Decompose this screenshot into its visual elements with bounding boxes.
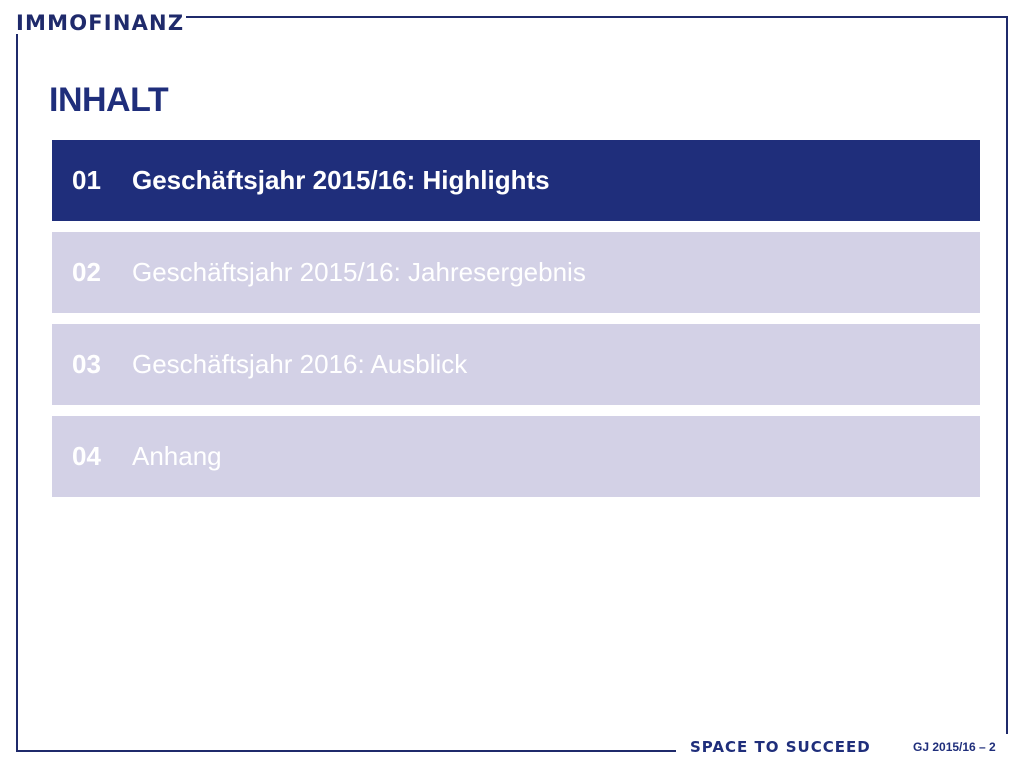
toc-item-ausblick[interactable]: 03 Geschäftsjahr 2016: Ausblick	[52, 324, 980, 405]
toc-item-highlights[interactable]: 01 Geschäftsjahr 2015/16: Highlights	[52, 140, 980, 221]
toc-item-number: 02	[72, 257, 101, 287]
frame-top-line	[186, 16, 1008, 18]
toc-item-label: Geschäftsjahr 2016: Ausblick	[132, 349, 468, 379]
footer-page-number: GJ 2015/16 – 2	[913, 740, 996, 754]
toc-item-number: 04	[72, 441, 101, 471]
toc-item-anhang[interactable]: 04 Anhang	[52, 416, 980, 497]
frame-left-line	[16, 34, 18, 752]
frame-right-line	[1006, 16, 1008, 734]
toc-item-jahresergebnis[interactable]: 02 Geschäftsjahr 2015/16: Jahresergebnis	[52, 232, 980, 313]
toc-item-number: 03	[72, 349, 101, 379]
toc-item-label: Geschäftsjahr 2015/16: Highlights	[132, 165, 550, 195]
toc-item-label: Anhang	[132, 441, 222, 471]
toc-item-number: 01	[72, 165, 101, 195]
frame-bottom-line	[16, 750, 676, 752]
footer-slogan: SPACE TO SUCCEED	[690, 738, 871, 756]
table-of-contents: 01 Geschäftsjahr 2015/16: Highlights 02 …	[52, 140, 980, 508]
page-title: INHALT	[49, 81, 169, 119]
company-logo: IMMOFINANZ	[16, 11, 185, 35]
toc-item-label: Geschäftsjahr 2015/16: Jahresergebnis	[132, 257, 586, 287]
